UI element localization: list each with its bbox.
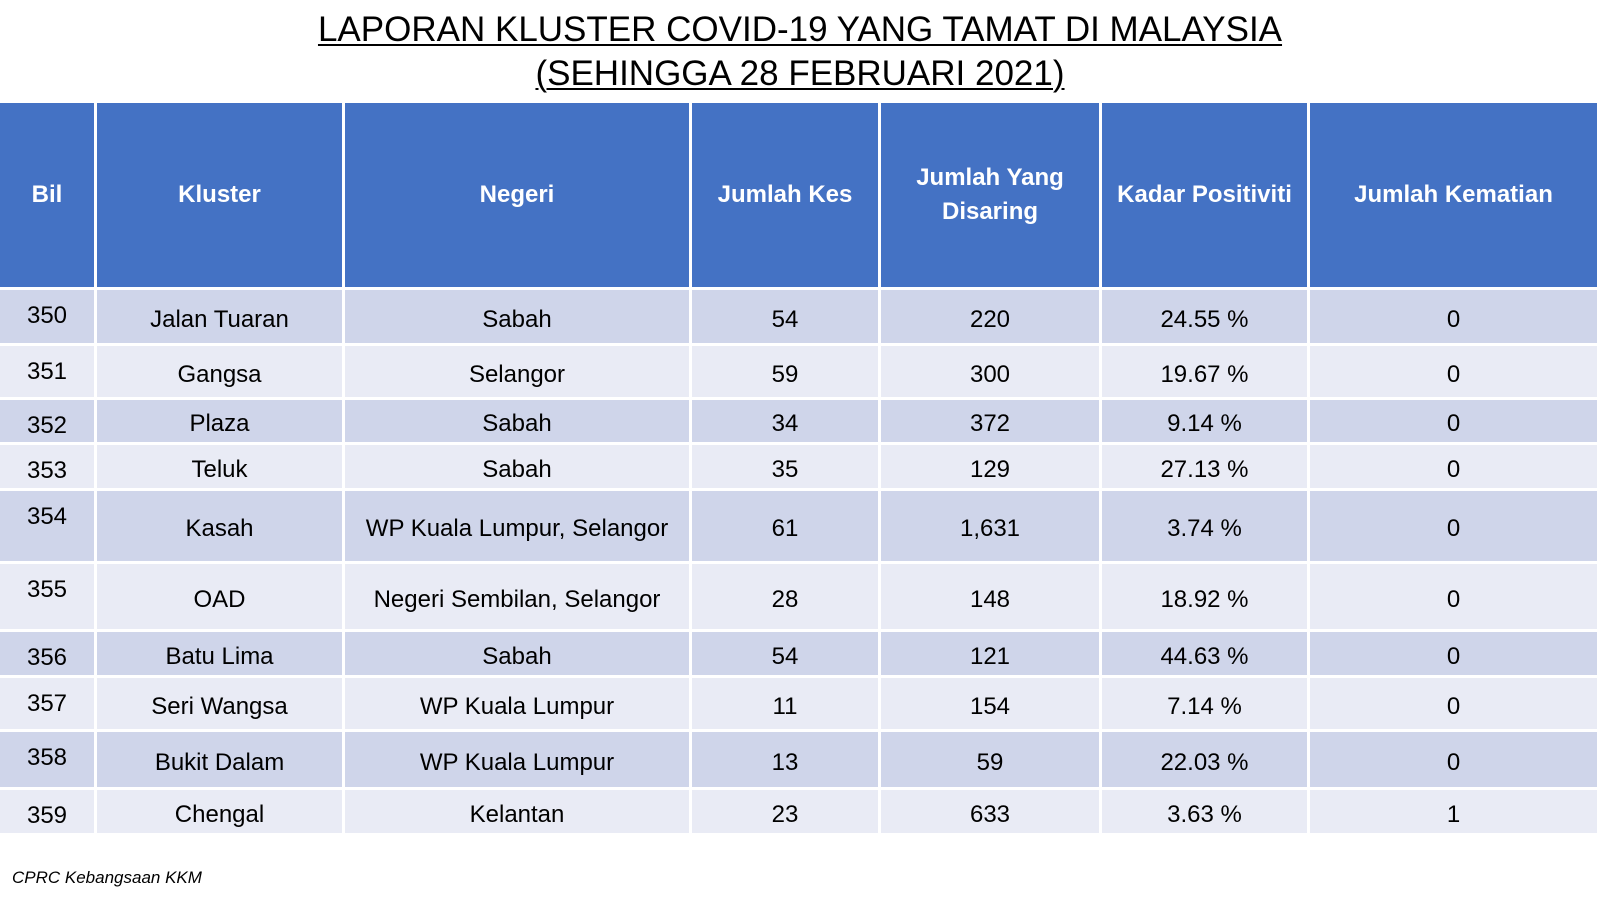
table-row: 356 Batu Lima Sabah 54 121 44.63 % 0: [0, 632, 1597, 675]
table-header-row: Bil Kluster Negeri Jumlah Kes Jumlah Yan…: [0, 103, 1597, 287]
cell-jumlah-disaring: 633: [881, 790, 1099, 833]
cell-negeri: Negeri Sembilan, Selangor: [345, 564, 689, 629]
cell-jumlah-kematian: 0: [1310, 678, 1597, 729]
cell-jumlah-disaring: 300: [881, 346, 1099, 397]
cell-jumlah-disaring: 121: [881, 632, 1099, 675]
cell-bil: 355: [0, 564, 94, 629]
header-jumlah-disaring: Jumlah Yang Disaring: [881, 103, 1099, 287]
table-row: 357 Seri Wangsa WP Kuala Lumpur 11 154 7.14 %…: [0, 678, 1597, 729]
cell-jumlah-kes: 54: [692, 290, 878, 343]
table-row: 353 Teluk Sabah 35 129 27.13 % 0: [0, 445, 1597, 488]
cell-kluster: Gangsa: [97, 346, 342, 397]
table-row: 351 Gangsa Selangor 59 300 19.67 % 0: [0, 346, 1597, 397]
cell-jumlah-kes: 59: [692, 346, 878, 397]
cell-negeri: WP Kuala Lumpur: [345, 732, 689, 787]
cell-jumlah-kes: 28: [692, 564, 878, 629]
cell-jumlah-disaring: 129: [881, 445, 1099, 488]
cell-negeri: Sabah: [345, 632, 689, 675]
header-kadar-positiviti: Kadar Positiviti: [1102, 103, 1307, 287]
cell-jumlah-kes: 11: [692, 678, 878, 729]
header-jumlah-kematian: Jumlah Kematian: [1310, 103, 1597, 287]
report-title-line1: LAPORAN KLUSTER COVID-19 YANG TAMAT DI M…: [317, 10, 1283, 49]
cell-kluster: Batu Lima: [97, 632, 342, 675]
cell-kadar-positiviti: 3.74 %: [1102, 491, 1307, 561]
cell-jumlah-kes: 34: [692, 400, 878, 442]
report-title-line2: (SEHINGGA 28 FEBRUARI 2021): [535, 54, 1065, 93]
cell-bil: 350: [0, 290, 94, 343]
cell-kluster: Seri Wangsa: [97, 678, 342, 729]
table-row: 350 Jalan Tuaran Sabah 54 220 24.55 % 0: [0, 290, 1597, 343]
cell-kluster: OAD: [97, 564, 342, 629]
cell-bil: 356: [0, 632, 94, 675]
cell-kluster: Plaza: [97, 400, 342, 442]
cluster-table: Bil Kluster Negeri Jumlah Kes Jumlah Yan…: [0, 100, 1600, 836]
cell-kadar-positiviti: 18.92 %: [1102, 564, 1307, 629]
cell-negeri: Sabah: [345, 290, 689, 343]
cell-negeri: WP Kuala Lumpur, Selangor: [345, 491, 689, 561]
table-row: 358 Bukit Dalam WP Kuala Lumpur 13 59 22.03 %…: [0, 732, 1597, 787]
cell-bil: 357: [0, 678, 94, 729]
report-title: LAPORAN KLUSTER COVID-19 YANG TAMAT DI M…: [0, 0, 1600, 93]
cell-jumlah-disaring: 1,631: [881, 491, 1099, 561]
cell-bil: 352: [0, 400, 94, 442]
cell-bil: 359: [0, 790, 94, 833]
cell-kluster: Teluk: [97, 445, 342, 488]
header-negeri: Negeri: [345, 103, 689, 287]
cell-jumlah-disaring: 59: [881, 732, 1099, 787]
cell-kadar-positiviti: 9.14 %: [1102, 400, 1307, 442]
cell-jumlah-disaring: 220: [881, 290, 1099, 343]
cell-jumlah-kes: 54: [692, 632, 878, 675]
cell-jumlah-kematian: 0: [1310, 445, 1597, 488]
cell-jumlah-kematian: 1: [1310, 790, 1597, 833]
cell-kluster: Kasah: [97, 491, 342, 561]
table-row: 354 Kasah WP Kuala Lumpur, Selangor 61 1,631…: [0, 491, 1597, 561]
cell-kadar-positiviti: 22.03 %: [1102, 732, 1307, 787]
cell-jumlah-disaring: 148: [881, 564, 1099, 629]
cell-jumlah-kematian: 0: [1310, 400, 1597, 442]
cell-negeri: WP Kuala Lumpur: [345, 678, 689, 729]
cell-jumlah-kes: 35: [692, 445, 878, 488]
cell-bil: 351: [0, 346, 94, 397]
cell-kluster: Jalan Tuaran: [97, 290, 342, 343]
cell-jumlah-kematian: 0: [1310, 346, 1597, 397]
cell-jumlah-kes: 23: [692, 790, 878, 833]
cell-jumlah-kes: 61: [692, 491, 878, 561]
table-body: 350 Jalan Tuaran Sabah 54 220 24.55 % 0 351 Gang…: [0, 290, 1597, 833]
header-jumlah-kes: Jumlah Kes: [692, 103, 878, 287]
cell-negeri: Sabah: [345, 445, 689, 488]
table-row: 359 Chengal Kelantan 23 633 3.63 % 1: [0, 790, 1597, 833]
cell-kadar-positiviti: 24.55 %: [1102, 290, 1307, 343]
cell-kluster: Bukit Dalam: [97, 732, 342, 787]
cell-kadar-positiviti: 7.14 %: [1102, 678, 1307, 729]
cell-jumlah-disaring: 372: [881, 400, 1099, 442]
cell-jumlah-kematian: 0: [1310, 732, 1597, 787]
header-bil: Bil: [0, 103, 94, 287]
cell-kadar-positiviti: 44.63 %: [1102, 632, 1307, 675]
cell-jumlah-disaring: 154: [881, 678, 1099, 729]
cell-negeri: Kelantan: [345, 790, 689, 833]
cell-jumlah-kematian: 0: [1310, 491, 1597, 561]
cell-negeri: Sabah: [345, 400, 689, 442]
table-row: 352 Plaza Sabah 34 372 9.14 % 0: [0, 400, 1597, 442]
cell-bil: 353: [0, 445, 94, 488]
source-note: CPRC Kebangsaan KKM: [12, 868, 202, 887]
cell-jumlah-kematian: 0: [1310, 632, 1597, 675]
table-row: 355 OAD Negeri Sembilan, Selangor 28 148 18.9…: [0, 564, 1597, 629]
cell-bil: 358: [0, 732, 94, 787]
cell-jumlah-kes: 13: [692, 732, 878, 787]
cell-jumlah-kematian: 0: [1310, 290, 1597, 343]
cell-kluster: Chengal: [97, 790, 342, 833]
header-kluster: Kluster: [97, 103, 342, 287]
cell-negeri: Selangor: [345, 346, 689, 397]
cell-kadar-positiviti: 19.67 %: [1102, 346, 1307, 397]
cell-bil: 354: [0, 491, 94, 561]
cell-kadar-positiviti: 3.63 %: [1102, 790, 1307, 833]
cell-jumlah-kematian: 0: [1310, 564, 1597, 629]
cell-kadar-positiviti: 27.13 %: [1102, 445, 1307, 488]
